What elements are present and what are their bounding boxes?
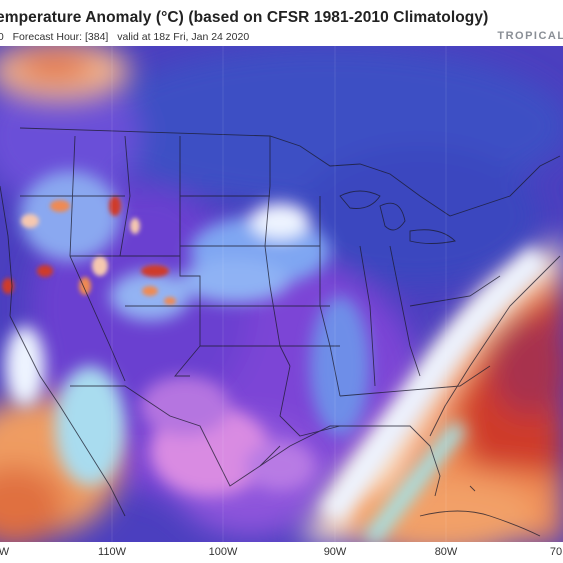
- forecast-hour: Forecast Hour: [384]: [12, 31, 109, 43]
- lon-tick-110w: 110W: [98, 546, 126, 558]
- brand-logo: TROPICALT: [497, 30, 563, 42]
- valid-time: valid at 18z Fri, Jan 24 2020: [117, 31, 250, 43]
- mountain-warm-spots: [2, 196, 176, 305]
- lon-tick-100w: 100W: [208, 546, 238, 558]
- graticule: [111, 46, 447, 542]
- map-title: emperature Anomaly (°C) (based on CFSR 1…: [0, 9, 489, 26]
- pacific-boundary: [5, 326, 125, 486]
- lon-tick-70w: 70: [549, 546, 563, 558]
- near-normal-corridor: [20, 171, 370, 436]
- political-borders: [0, 127, 561, 537]
- lon-tick-90w: 90W: [323, 546, 347, 558]
- zero-anomaly-boundary: [319, 246, 549, 542]
- strong-cold-core: [140, 376, 315, 496]
- temperature-anomaly-map: [0, 46, 563, 542]
- map-subtitle: 20 Forecast Hour: [384] valid at 18z Fri…: [0, 31, 255, 43]
- lon-tick-80w: 80W: [434, 546, 458, 558]
- lon-tick-120w: W: [0, 546, 10, 558]
- map-canvas: [0, 46, 563, 542]
- map-header: emperature Anomaly (°C) (based on CFSR 1…: [0, 0, 563, 46]
- run-date: 20: [0, 31, 4, 43]
- longitude-axis: W 110W 100W 90W 80W 70: [0, 542, 563, 563]
